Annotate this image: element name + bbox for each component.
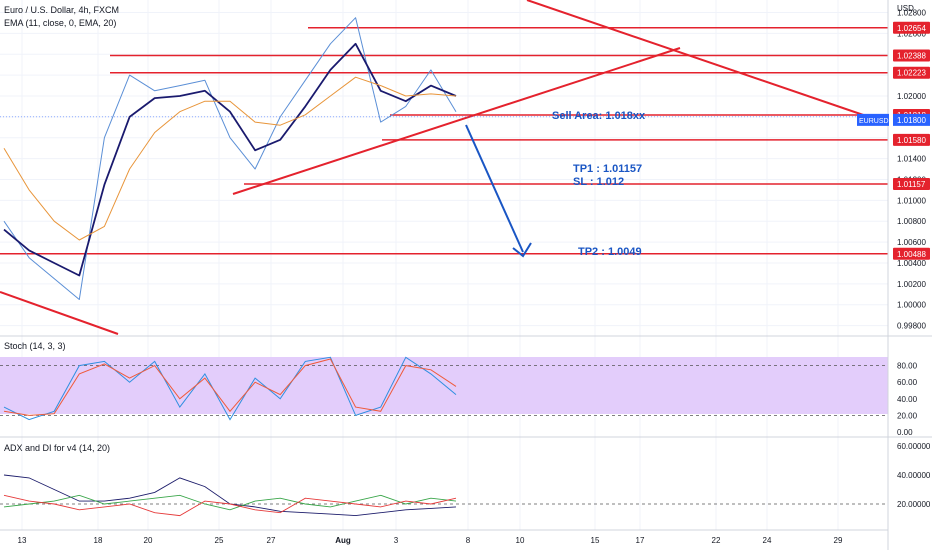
adx-tick-label: 40.00000 [897, 471, 931, 480]
stoch-legend[interactable]: Stoch (14, 3, 3) [4, 341, 66, 351]
current-price-tag [893, 113, 930, 126]
price-currency: USD [897, 4, 914, 13]
adx-di_plus-line [3, 494, 457, 511]
time-tick-label: 13 [18, 536, 27, 545]
stoch-tick-label: 0.00 [897, 428, 913, 437]
tp1-label: TP1 : 1.01157 [573, 163, 642, 175]
price-tick-label: 1.00600 [897, 238, 926, 247]
adx-legend[interactable]: ADX and DI for v4 (14, 20) [4, 443, 111, 453]
sell-area-label: Sell Area: 1.018xx [552, 110, 646, 122]
stoch-tick-label: 20.00 [897, 411, 918, 420]
time-tick-label: Aug [335, 536, 351, 545]
price-series [3, 17, 457, 300]
price-tick-label: 1.00200 [897, 280, 926, 289]
stoch-tick-label: 80.00 [897, 362, 918, 371]
time-tick-label: 17 [636, 536, 645, 545]
level-lines [0, 27, 888, 255]
level-price-tag [893, 66, 930, 79]
downtrend-line-upper [526, 0, 879, 121]
tp2-label: TP2 : 1.0049 [578, 246, 642, 258]
price-tick-label: 1.01000 [897, 196, 926, 205]
symbol-tag [857, 113, 889, 126]
time-tick-label: 10 [516, 536, 525, 545]
main-legend: Euro / U.S. Dollar, 4h, FXCM EMA (11, cl… [4, 4, 119, 30]
price-tick-label: 1.02000 [897, 92, 926, 101]
level-price-tag [893, 247, 930, 260]
price-tick-label: 1.01400 [897, 155, 926, 164]
level-price-tag-label: 1.02654 [897, 24, 926, 33]
downtrend-line-lower [0, 291, 119, 335]
level-price-tag-label: 1.01580 [897, 136, 926, 145]
level-price-tag [893, 21, 930, 34]
series-line-2 [3, 76, 457, 241]
time-tick-label: 24 [763, 536, 772, 545]
adx-di_minus-line [3, 494, 457, 517]
price-tick-label: 1.02600 [897, 29, 926, 38]
price-tick-label: 1.00800 [897, 217, 926, 226]
time-tick-label: 29 [834, 536, 843, 545]
time-tick-label: 22 [712, 536, 721, 545]
annotations: Sell Area: 1.018xx TP1 : 1.01157 SL : 1.… [552, 110, 646, 258]
price-tags: 1.026541.023881.022231.018181.015801.011… [857, 21, 930, 260]
ema-legend[interactable]: EMA (11, close, 0, EMA, 20) [4, 18, 117, 28]
symbol-tag-label: EURUSD [859, 118, 889, 125]
time-tick-label: 15 [591, 536, 600, 545]
adx-tick-label: 20.00000 [897, 500, 931, 509]
series-line-1 [3, 42, 457, 277]
sl-label: SL : 1.012 [573, 176, 624, 188]
series-line-0 [3, 17, 457, 300]
price-tick-label: 1.00000 [897, 301, 926, 310]
stoch-k-line [3, 356, 457, 421]
stochastic-pane [0, 356, 888, 421]
price-tick-label: 1.00400 [897, 259, 926, 268]
time-tick-label: 20 [144, 536, 153, 545]
level-price-tag [893, 49, 930, 62]
stoch-tick-label: 60.00 [897, 378, 918, 387]
price-tick-label: 0.99800 [897, 322, 926, 331]
time-tick-label: 18 [94, 536, 103, 545]
grid-layer [0, 0, 888, 530]
time-tick-label: 25 [215, 536, 224, 545]
current-price-tag-label: 1.01800 [897, 116, 926, 125]
level-price-tag [893, 133, 930, 146]
level-price-tag-label: 1.01157 [897, 180, 926, 189]
level-price-tag [893, 177, 930, 190]
time-tick-label: 27 [267, 536, 276, 545]
sell-arrow [465, 124, 532, 258]
price-tick-label: 1.02800 [897, 9, 926, 18]
stoch-tick-label: 40.00 [897, 395, 918, 404]
symbol-legend[interactable]: Euro / U.S. Dollar, 4h, FXCM [4, 5, 120, 15]
time-tick-label: 8 [466, 536, 471, 545]
stoch-d-line [3, 358, 457, 416]
level-price-tag-label: 1.02223 [897, 69, 926, 78]
adx-tick-label: 60.00000 [897, 442, 931, 451]
level-price-tag-label: 1.02388 [897, 52, 926, 61]
adx-pane [0, 474, 888, 517]
time-tick-label: 3 [394, 536, 399, 545]
level-price-tag-label: 1.00488 [897, 250, 926, 259]
